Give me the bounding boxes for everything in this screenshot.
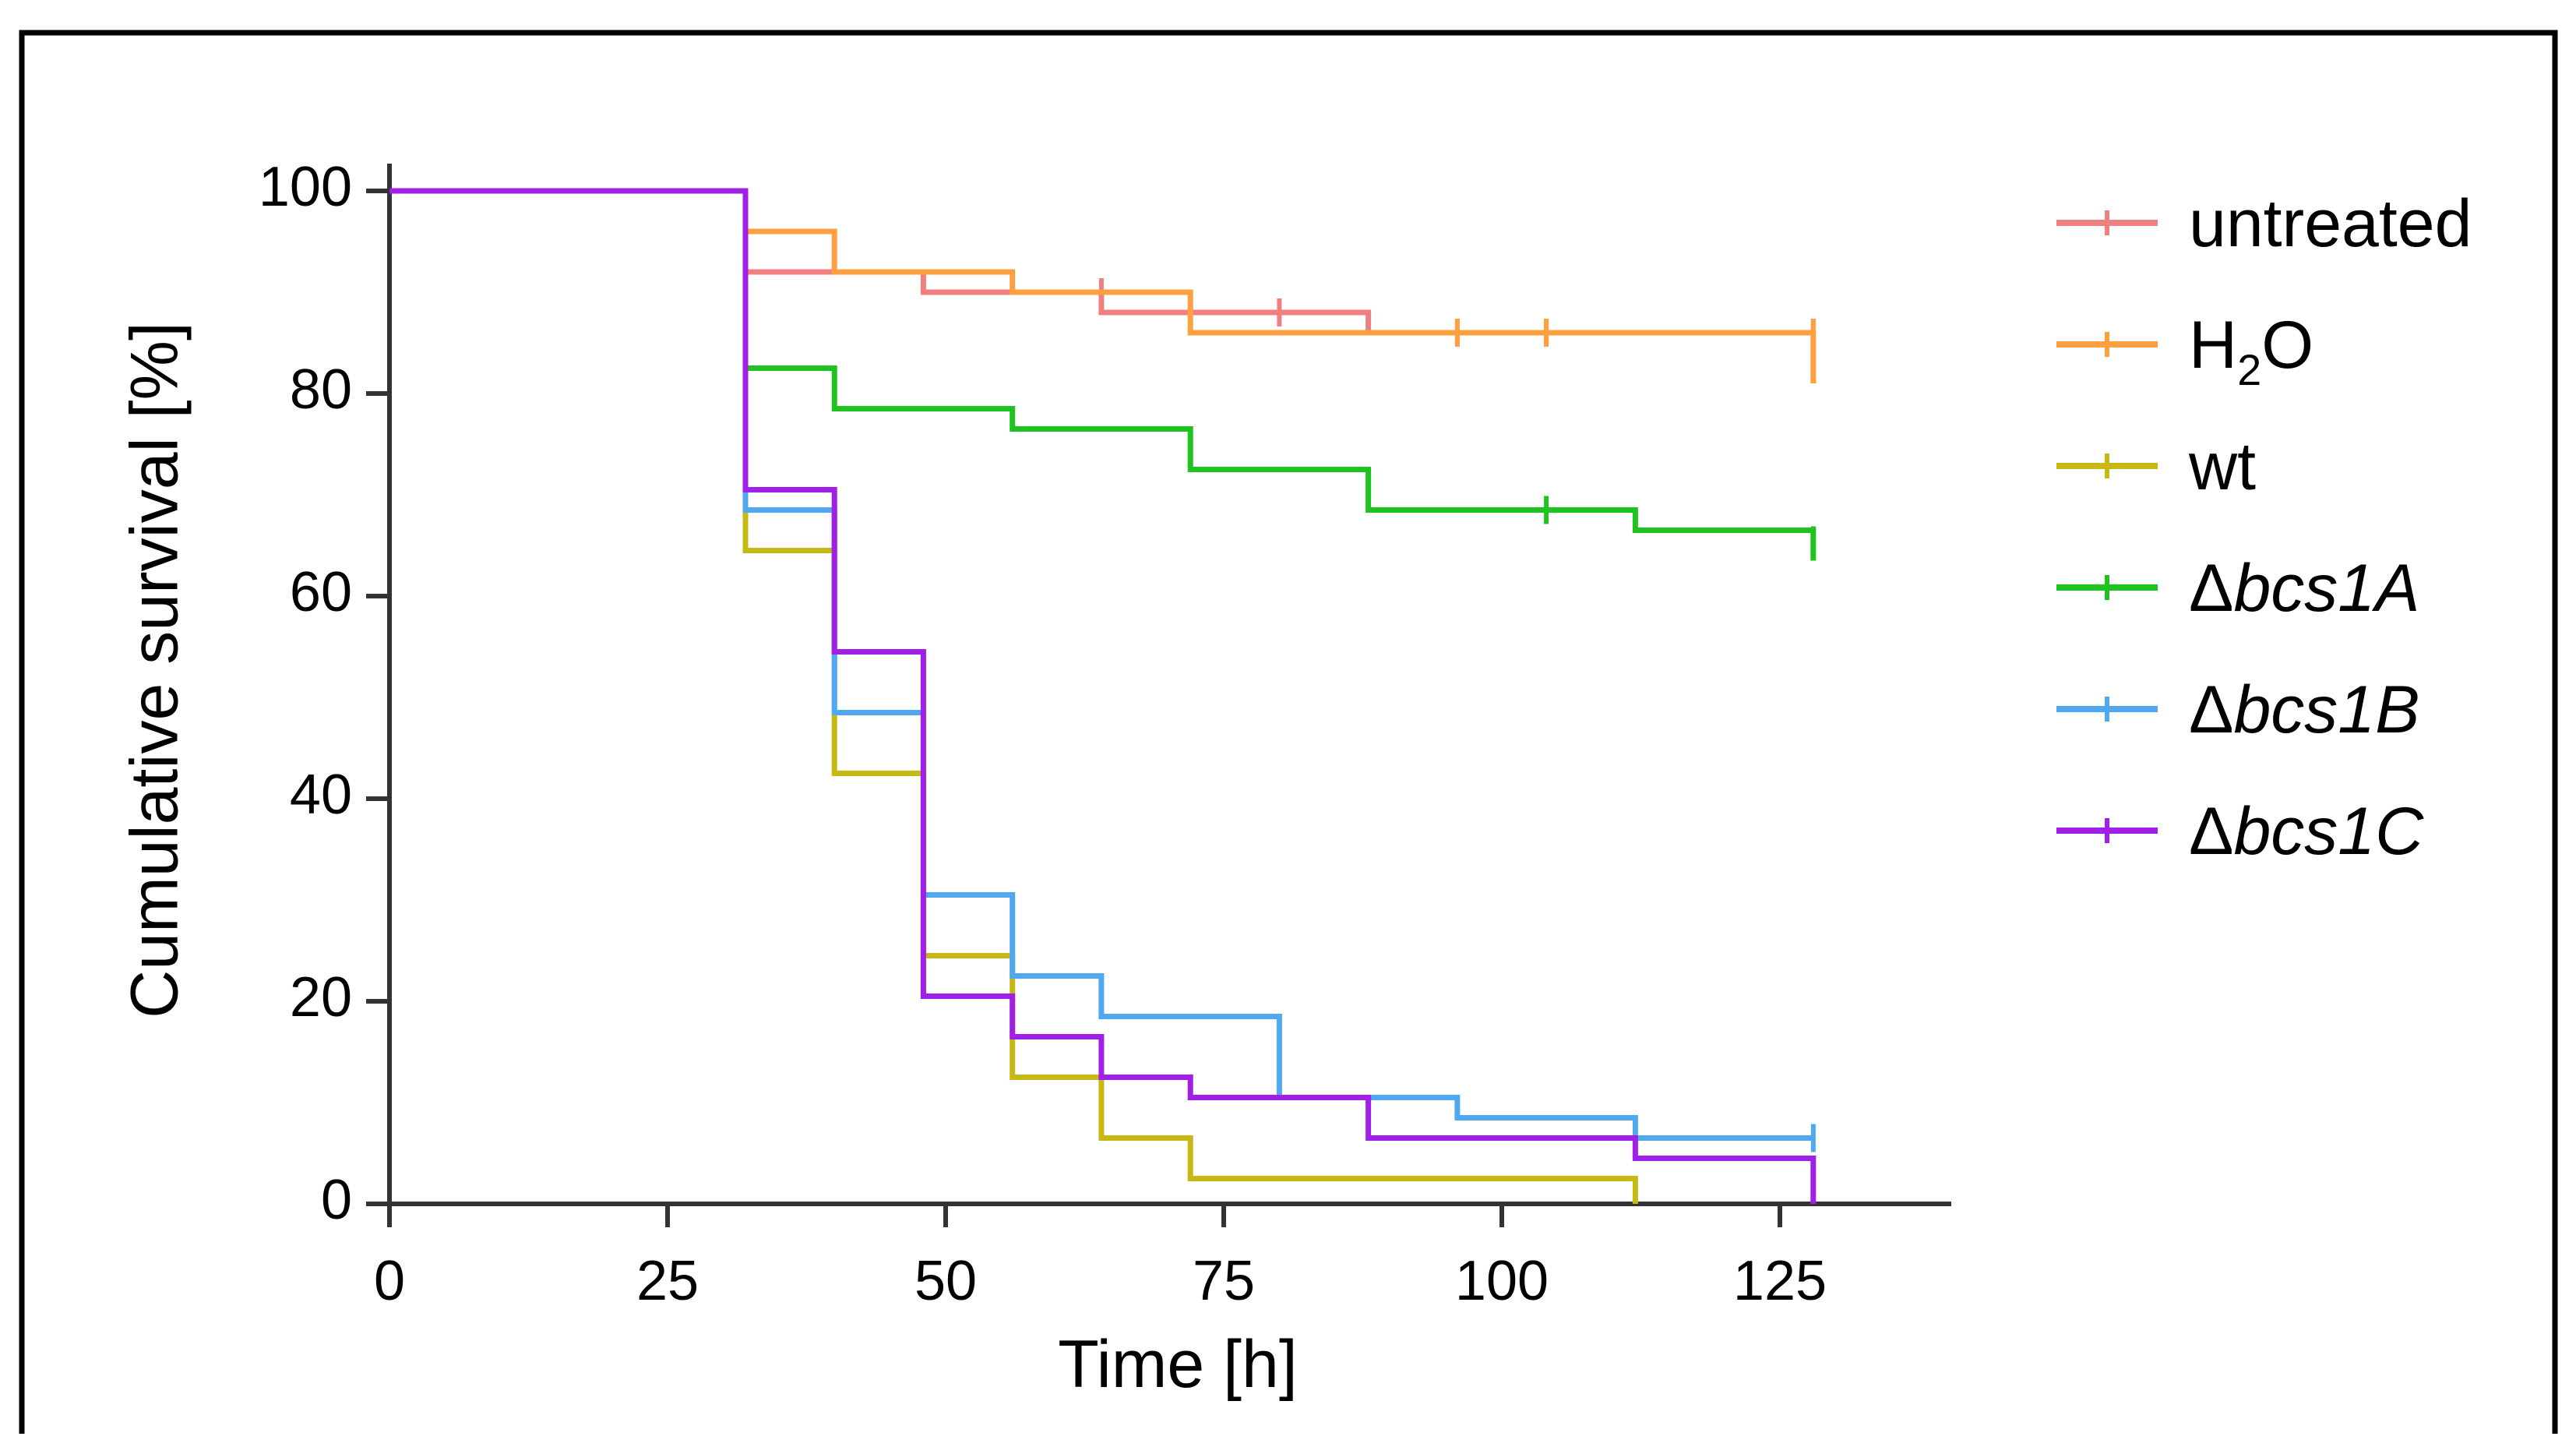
series-line [389,188,1638,1204]
y-axis: 0 20 40 60 80 100 Cumulative survival [%] [118,156,392,1231]
legend-label: Δbcs1B [2189,672,2419,747]
plot-area [389,188,1817,1204]
legend-label-main: bcs1C [2233,794,2424,869]
legend-label: H2O [2189,308,2313,394]
x-axis-title: Time [h] [1058,1327,1297,1402]
y-tick-label: 60 [290,561,352,623]
legend-label: wt [2188,429,2256,504]
legend-item: Δbcs1C [2056,794,2424,869]
y-axis-title: Cumulative survival [%] [118,322,192,1018]
legend-delta: Δ [2189,794,2233,869]
legend-label-subscript: 2 [2237,345,2261,394]
y-tick-label: 40 [290,764,352,826]
legend-label: Δbcs1A [2189,551,2419,626]
legend-item: untreated [2056,186,2472,261]
series-3-group [389,188,1817,561]
legend-delta: Δ [2189,551,2233,626]
series-5-group [389,188,1817,1204]
series-line [389,188,1813,1141]
legend-item: Δbcs1B [2056,672,2419,747]
x-tick-label: 25 [636,1250,699,1312]
x-axis: 0 25 50 75 100 125 Time [h] [374,1202,1951,1402]
series-line [389,188,1817,561]
x-tick-label: 75 [1193,1250,1255,1312]
legend-label: untreated [2189,186,2472,261]
legend-item: Δbcs1A [2056,551,2419,626]
figure-frame [19,30,2558,1434]
x-tick-label: 50 [914,1250,977,1312]
legend-label-main: bcs1B [2233,672,2419,747]
y-axis-ticks: 0 20 40 60 80 100 [259,156,389,1231]
y-tick-label: 100 [259,156,352,218]
legend-delta: Δ [2189,672,2233,747]
legend-label-main: bcs1A [2233,551,2419,626]
series-4-group [389,188,1816,1152]
series-2-group [389,188,1638,1204]
y-tick-label: 80 [290,358,352,421]
series-line [389,188,1817,1204]
x-tick-label: 125 [1733,1250,1827,1312]
legend-label-main: wt [2188,429,2256,504]
legend-label-tail: O [2261,308,2313,383]
y-tick-label: 20 [290,966,352,1029]
y-tick-label: 0 [321,1169,352,1231]
x-tick-label: 100 [1455,1250,1549,1312]
legend-item: H2O [2056,308,2313,394]
legend-item: wt [2056,429,2256,504]
x-axis-ticks: 0 25 50 75 100 125 [374,1204,1827,1312]
series-0-group [389,188,1816,347]
legend-label-main: H [2189,308,2237,383]
legend-label-main: untreated [2189,186,2472,261]
series-line [389,188,1813,336]
legend-label: Δbcs1C [2189,794,2424,869]
x-tick-label: 0 [374,1250,405,1312]
